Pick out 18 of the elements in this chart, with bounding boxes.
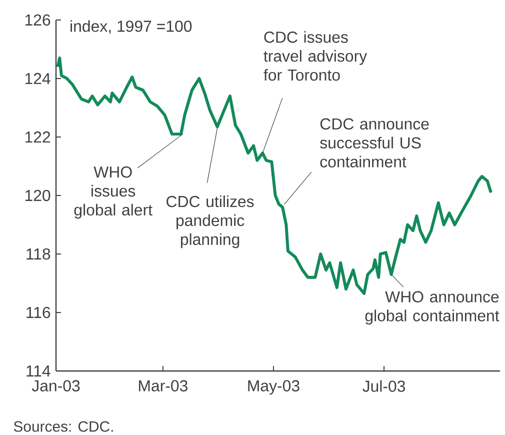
annotation: CDC announce successful US containment [320, 118, 429, 168]
y-tick-label: 118 [26, 248, 50, 260]
y-tick-label: 124 [25, 72, 50, 84]
x-tick-label: Jan-03 [32, 380, 80, 392]
annotation: WHO issues global alert [74, 166, 152, 219]
y-tick-label: 114 [26, 366, 50, 376]
y-tick-label: 122 [25, 131, 50, 143]
annotation: CDC issues travel advisory for Toronto [264, 31, 368, 81]
y-axis-title: index, 1997 =100 [70, 20, 192, 34]
x-tick-label: Mar-03 [139, 380, 188, 392]
annotation: WHO announce global containment [365, 291, 500, 325]
source-note: Sources: CDC. [14, 421, 113, 432]
x-tick-label: May-03 [248, 380, 300, 395]
x-tick-label: Jul-03 [362, 380, 406, 392]
annotation: CDC utilizes pandemic planning [166, 195, 254, 248]
y-tick-label: 116 [26, 306, 50, 318]
y-tick-label: 126 [25, 14, 50, 26]
y-tick-label: 120 [25, 190, 50, 202]
